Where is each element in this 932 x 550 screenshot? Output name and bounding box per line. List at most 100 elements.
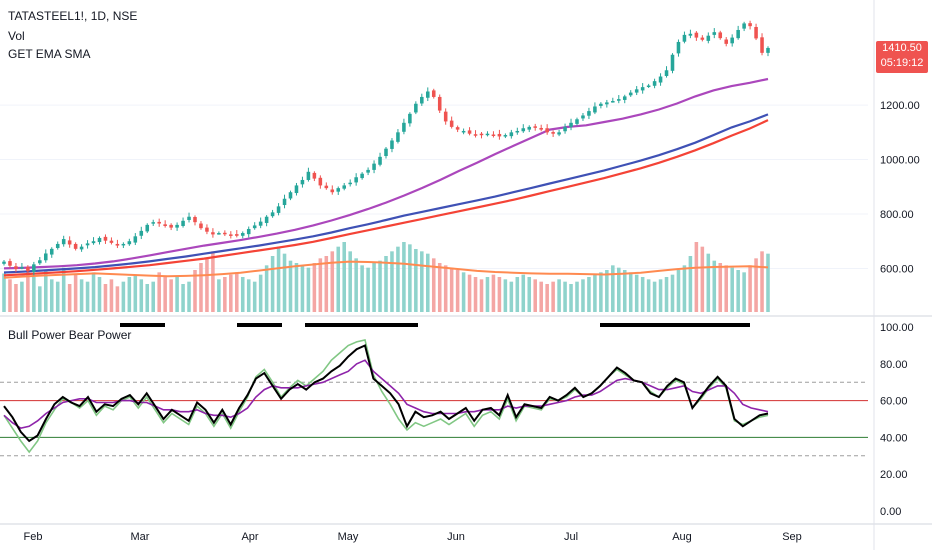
volume-bar	[503, 279, 508, 312]
candle-body	[169, 224, 173, 228]
volume-bar	[545, 284, 549, 312]
candle-body	[617, 99, 621, 101]
osc-line	[3, 344, 769, 443]
volume-bar	[605, 270, 609, 312]
volume-bar	[754, 258, 758, 312]
candle-body	[211, 232, 215, 235]
candle-body	[67, 240, 72, 245]
volume-bar	[324, 256, 329, 312]
candle-body	[235, 234, 239, 236]
candle-body	[181, 220, 185, 226]
volume-bar	[378, 260, 382, 312]
candle-body	[461, 130, 466, 133]
volume-bar	[479, 279, 484, 312]
candle-body	[766, 47, 770, 53]
candle-body	[49, 248, 54, 255]
candle-body	[14, 266, 18, 269]
candle-body	[497, 133, 502, 137]
candle-body	[145, 224, 150, 232]
candle-body	[205, 227, 209, 232]
vol-indicator-label[interactable]: Vol	[8, 29, 25, 43]
volume-bar	[264, 265, 269, 312]
volume-bar	[485, 277, 490, 312]
ma-line	[3, 260, 769, 279]
moving-averages	[3, 77, 769, 279]
volume-bar	[718, 263, 723, 312]
volume-bar	[766, 253, 770, 312]
candle-body	[652, 81, 657, 86]
candle-body	[670, 54, 675, 71]
candle-body	[640, 87, 645, 91]
volume-bar	[760, 251, 764, 312]
candle-body	[420, 96, 424, 104]
time-axis[interactable]: Feb Mar Apr May Jun Jul Aug Sep	[24, 531, 802, 543]
candle-body	[575, 119, 579, 124]
candle-body	[20, 267, 24, 269]
candle-body	[193, 216, 197, 223]
x-tick-label: Feb	[24, 531, 43, 543]
candle-body	[288, 192, 293, 199]
volume-bar	[402, 242, 406, 312]
candle-body	[73, 243, 78, 249]
volume-bar	[533, 279, 537, 312]
volume-bar	[581, 279, 585, 312]
volume-bar	[521, 274, 526, 312]
x-tick-label: Apr	[241, 531, 258, 543]
candle-body	[449, 120, 454, 127]
candle-body	[372, 163, 376, 170]
volume-bar	[593, 274, 597, 312]
volume-bar	[634, 274, 639, 312]
volume-bar	[706, 253, 711, 312]
volume-bar	[115, 286, 120, 312]
volume-bar	[658, 279, 663, 312]
signal-bar	[600, 323, 750, 327]
price-axis[interactable]: 1200.00 1000.00 800.00 600.00 100.00 80.00 60.…	[873, 0, 920, 550]
candle-body	[700, 37, 705, 40]
candle-body	[300, 179, 305, 185]
volume-bars	[2, 242, 770, 312]
volume-bar	[288, 260, 293, 312]
volume-bar	[551, 281, 555, 312]
volume-bar	[682, 265, 687, 312]
osc-y-tick-label: 100.00	[880, 322, 914, 334]
candle-body	[390, 140, 394, 149]
oscillator-pane	[0, 323, 868, 457]
x-tick-label: Jul	[564, 531, 578, 543]
candle-body	[366, 169, 370, 173]
candle-body	[217, 233, 221, 235]
volume-bar	[730, 267, 734, 312]
osc-y-tick-label: 60.00	[880, 396, 908, 408]
candle-body	[8, 261, 12, 266]
candle-body	[97, 237, 102, 243]
volume-bar	[55, 281, 60, 312]
volume-bar	[569, 284, 573, 312]
volume-bar	[473, 277, 478, 312]
osc-y-tick-label: 40.00	[880, 432, 908, 444]
candle-body	[312, 172, 317, 179]
volume-bar	[587, 277, 591, 312]
volume-bar	[354, 258, 358, 312]
candle-body	[294, 185, 299, 194]
candle-body	[545, 128, 549, 133]
osc-y-tick-label: 20.00	[880, 469, 908, 481]
volume-bar	[38, 286, 42, 312]
volume-bar	[67, 284, 72, 312]
volume-bar	[8, 279, 12, 312]
candle-body	[360, 173, 364, 179]
candle-body	[115, 243, 120, 246]
ema-indicator-label[interactable]: GET EMA SMA	[8, 47, 91, 61]
volume-bar	[300, 265, 305, 312]
candle-body	[342, 185, 346, 189]
ma-line	[3, 113, 769, 274]
volume-bar	[205, 258, 209, 312]
volume-bar	[330, 251, 335, 312]
volume-bar	[557, 279, 561, 312]
volume-bar	[467, 274, 472, 312]
osc-indicator-label[interactable]: Bull Power Bear Power	[8, 328, 132, 342]
candle-body	[664, 70, 669, 76]
volume-bar	[617, 267, 621, 312]
volume-bar	[175, 277, 179, 312]
candle-body	[199, 223, 203, 229]
volume-bar	[240, 277, 245, 312]
